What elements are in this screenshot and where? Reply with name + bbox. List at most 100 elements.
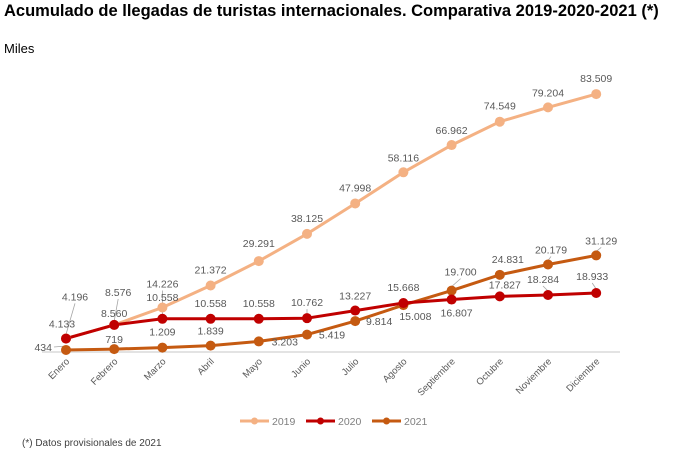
- x-tick-label-marzo: Marzo: [142, 356, 168, 382]
- data-point-2020-noviembre: [543, 289, 553, 300]
- data-point-2021-noviembre: [543, 259, 553, 270]
- data-label-2019-abril: 21.372: [195, 264, 227, 276]
- series-line-2019: [65, 92, 597, 340]
- leader-line: [451, 278, 461, 287]
- x-axis-labels: Enero Febrero Marzo Abril Mayo Junio Julio Agos…: [46, 356, 602, 398]
- data-label-2020-febrero: 8.560: [101, 308, 127, 320]
- series-lines: [65, 92, 597, 352]
- data-label-2019-febrero: 8.576: [105, 287, 131, 299]
- leader-line: [591, 282, 597, 290]
- data-label-2019-agosto: 58.116: [388, 152, 419, 164]
- x-tick-label-abril: Abril: [195, 356, 216, 377]
- data-label-2021-marzo: 1.209: [149, 327, 175, 339]
- legend-marker-2019: [251, 417, 258, 425]
- data-label-2021-octubre: 24.831: [492, 254, 524, 266]
- data-point-2021-diciembre: [591, 250, 602, 261]
- data-label-2021-junio: 5.419: [319, 330, 345, 342]
- data-point-2020-octubre: [494, 291, 505, 302]
- data-label-2021-septiembre: 19.700: [445, 267, 477, 279]
- data-point-2019-abril: [205, 280, 216, 291]
- data-point-2021-marzo: [157, 342, 168, 353]
- data-point-2019-junio: [302, 228, 312, 239]
- x-tick-label-febrero: Febrero: [89, 356, 120, 387]
- legend: 2019 2020 2021: [240, 416, 428, 428]
- data-label-2020-diciembre: 18.933: [576, 271, 608, 283]
- data-label-2020-octubre: 17.827: [489, 279, 521, 291]
- legend-item-2021: 2021: [372, 416, 428, 428]
- data-label-2020-agosto: 15.668: [387, 282, 419, 294]
- data-label-2021-diciembre: 31.129: [585, 235, 617, 247]
- data-point-2019-mayo: [253, 256, 264, 267]
- data-point-2019-noviembre: [543, 102, 553, 113]
- data-label-2021-febrero: 719: [105, 334, 123, 346]
- footnote: (*) Datos provisionales de 2021: [22, 438, 162, 449]
- data-label-2021-noviembre: 20.179: [535, 245, 567, 257]
- data-point-2019-julio: [350, 198, 361, 209]
- data-label-2019-julio: 47.998: [339, 182, 371, 194]
- data-point-2020-marzo: [157, 313, 168, 324]
- leader-line: [113, 298, 119, 321]
- data-label-2021-abril: 1.839: [197, 326, 223, 338]
- data-point-2019-marzo: [157, 302, 168, 313]
- data-label-2021-agosto: 15.008: [399, 311, 431, 323]
- chart-title: Acumulado de llegadas de turistas intern…: [4, 2, 659, 20]
- data-point-2021-octubre: [494, 269, 505, 280]
- x-tick-label-agosto: Agosto: [381, 356, 410, 385]
- x-tick-label-octubre: Octubre: [474, 356, 506, 388]
- data-label-2019-diciembre: 83.509: [580, 73, 612, 85]
- data-label-2019-octubre: 74.549: [484, 101, 516, 113]
- legend-label-2021: 2021: [404, 416, 428, 428]
- x-tick-label-enero: Enero: [46, 356, 72, 382]
- data-label-2020-noviembre: 18.284: [527, 274, 559, 286]
- data-label-2021-enero: 434: [34, 342, 52, 354]
- data-point-2020-diciembre: [591, 287, 602, 298]
- chart-subtitle-units: Miles: [4, 41, 35, 56]
- legend-item-2019: 2019: [240, 416, 296, 428]
- data-point-2019-septiembre: [446, 140, 457, 151]
- x-tick-label-julio: Julio: [340, 356, 362, 378]
- data-point-2021-enero: [61, 344, 71, 355]
- data-point-2021-septiembre: [446, 285, 457, 296]
- series-line-2021: [65, 253, 597, 352]
- x-tick-label-junio: Junio: [289, 356, 313, 380]
- data-label-2019-mayo: 29.291: [243, 238, 275, 250]
- legend-marker-2021: [383, 417, 390, 425]
- data-label-2020-septiembre: 16.807: [441, 308, 473, 320]
- data-label-2020-enero: 4.133: [49, 319, 75, 331]
- x-tick-label-diciembre: Diciembre: [564, 356, 602, 394]
- legend-label-2019: 2019: [272, 416, 296, 428]
- data-point-2021-julio: [350, 316, 361, 327]
- data-point-2021-febrero: [109, 344, 120, 355]
- data-label-2021-julio: 9.814: [366, 316, 392, 328]
- data-point-2021-mayo: [253, 336, 264, 347]
- data-labels: 4.196 8.576 14.226 21.372 29.291 38.125 47.998…: [34, 73, 617, 354]
- data-point-2020-enero: [61, 333, 71, 344]
- data-point-2020-junio: [302, 313, 312, 324]
- data-point-2019-agosto: [398, 167, 409, 178]
- data-point-2019-octubre: [494, 116, 505, 127]
- data-point-2020-abril: [205, 313, 216, 324]
- data-label-2019-septiembre: 66.962: [436, 125, 468, 137]
- data-point-2019-diciembre: [591, 89, 602, 100]
- x-tick-label-septiembre: Septiembre: [416, 356, 458, 398]
- data-label-2020-mayo: 10.558: [243, 298, 275, 310]
- data-point-2020-agosto: [398, 298, 409, 309]
- series-line-2020: [65, 291, 597, 341]
- data-point-2021-abril: [205, 340, 216, 351]
- data-label-2019-marzo: 14.226: [146, 278, 178, 290]
- x-tick-label-noviembre: Noviembre: [514, 356, 554, 396]
- legend-marker-2020: [317, 417, 324, 425]
- data-point-2020-julio: [350, 305, 361, 316]
- data-label-2019-noviembre: 79.204: [532, 87, 564, 99]
- data-label-2021-mayo: 3.203: [272, 336, 298, 348]
- data-point-2020-septiembre: [446, 294, 457, 305]
- data-label-2020-marzo: 10.558: [146, 292, 178, 304]
- leader-line: [65, 303, 76, 335]
- data-label-2020-junio: 10.762: [291, 297, 323, 309]
- data-point-2020-mayo: [253, 313, 264, 324]
- data-point-2020-febrero: [109, 319, 120, 330]
- data-label-2019-junio: 38.125: [291, 213, 323, 225]
- series-points: [61, 89, 602, 355]
- data-point-2021-junio: [302, 329, 312, 340]
